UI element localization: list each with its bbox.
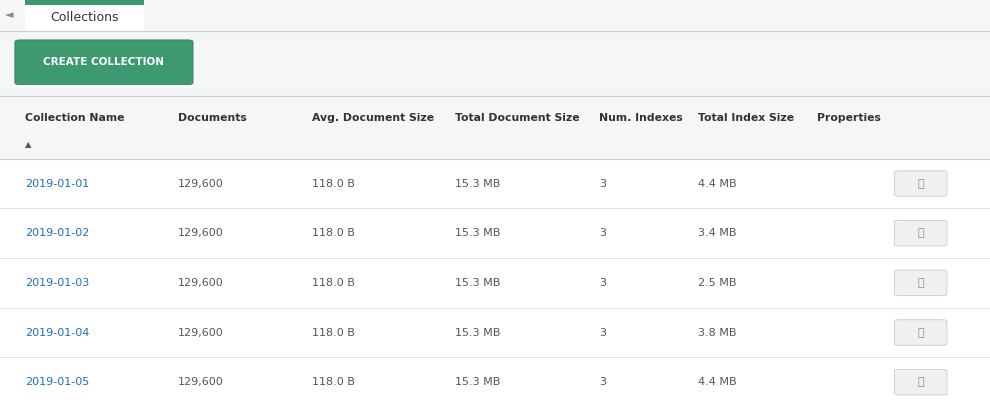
- Text: 3: 3: [599, 278, 606, 288]
- Bar: [0, 208, 990, 258]
- Text: Avg. Document Size: Avg. Document Size: [312, 113, 434, 123]
- FancyBboxPatch shape: [895, 370, 947, 395]
- Text: Documents: Documents: [178, 113, 247, 123]
- Text: Total Index Size: Total Index Size: [698, 113, 794, 123]
- Text: 15.3 MB: 15.3 MB: [455, 328, 501, 337]
- Text: 🗑: 🗑: [918, 377, 924, 387]
- Bar: [25, 5, 144, 31]
- Text: 3.8 MB: 3.8 MB: [698, 328, 737, 337]
- Text: 2.5 MB: 2.5 MB: [698, 278, 737, 288]
- Text: 129,600: 129,600: [178, 278, 224, 288]
- Text: 129,600: 129,600: [178, 179, 224, 188]
- Text: 15.3 MB: 15.3 MB: [455, 278, 501, 288]
- Text: 15.3 MB: 15.3 MB: [455, 377, 501, 387]
- Text: 118.0 B: 118.0 B: [312, 228, 354, 238]
- Bar: [25, 0, 144, 5]
- Text: 3: 3: [599, 228, 606, 238]
- Text: 118.0 B: 118.0 B: [312, 278, 354, 288]
- Text: 15.3 MB: 15.3 MB: [455, 179, 501, 188]
- Text: CREATE COLLECTION: CREATE COLLECTION: [44, 57, 164, 67]
- Text: ▲: ▲: [25, 140, 32, 149]
- Bar: [0, 308, 990, 357]
- Text: 🗑: 🗑: [918, 278, 924, 288]
- Text: 15.3 MB: 15.3 MB: [455, 228, 501, 238]
- Bar: [0, 258, 990, 308]
- FancyBboxPatch shape: [895, 221, 947, 246]
- Text: ◄: ◄: [5, 10, 14, 20]
- Text: 4.4 MB: 4.4 MB: [698, 377, 737, 387]
- Text: 118.0 B: 118.0 B: [312, 179, 354, 188]
- Text: 2019-01-03: 2019-01-03: [25, 278, 89, 288]
- Text: 129,600: 129,600: [178, 377, 224, 387]
- Bar: [0, 31, 990, 96]
- Text: 129,600: 129,600: [178, 328, 224, 337]
- FancyBboxPatch shape: [895, 171, 947, 196]
- Text: 🗑: 🗑: [918, 328, 924, 337]
- Text: 118.0 B: 118.0 B: [312, 377, 354, 387]
- Text: Collections: Collections: [50, 11, 119, 24]
- Text: 🗑: 🗑: [918, 228, 924, 238]
- Text: 4.4 MB: 4.4 MB: [698, 179, 737, 188]
- Text: Total Document Size: Total Document Size: [455, 113, 580, 123]
- Text: 2019-01-04: 2019-01-04: [25, 328, 89, 337]
- Bar: [0, 357, 990, 407]
- Text: 3: 3: [599, 179, 606, 188]
- FancyBboxPatch shape: [15, 40, 193, 85]
- Text: 2019-01-02: 2019-01-02: [25, 228, 89, 238]
- Text: 129,600: 129,600: [178, 228, 224, 238]
- Text: 118.0 B: 118.0 B: [312, 328, 354, 337]
- Text: 3: 3: [599, 328, 606, 337]
- Text: Num. Indexes: Num. Indexes: [599, 113, 683, 123]
- FancyBboxPatch shape: [895, 320, 947, 345]
- Text: 🗑: 🗑: [918, 179, 924, 188]
- Text: 2019-01-05: 2019-01-05: [25, 377, 89, 387]
- Bar: [0, 0, 990, 31]
- Bar: [0, 159, 990, 208]
- Text: 3: 3: [599, 377, 606, 387]
- Text: Collection Name: Collection Name: [25, 113, 125, 123]
- Text: 3.4 MB: 3.4 MB: [698, 228, 737, 238]
- FancyBboxPatch shape: [895, 270, 947, 295]
- Text: Properties: Properties: [817, 113, 881, 123]
- Text: 2019-01-01: 2019-01-01: [25, 179, 89, 188]
- Bar: [0, 96, 990, 159]
